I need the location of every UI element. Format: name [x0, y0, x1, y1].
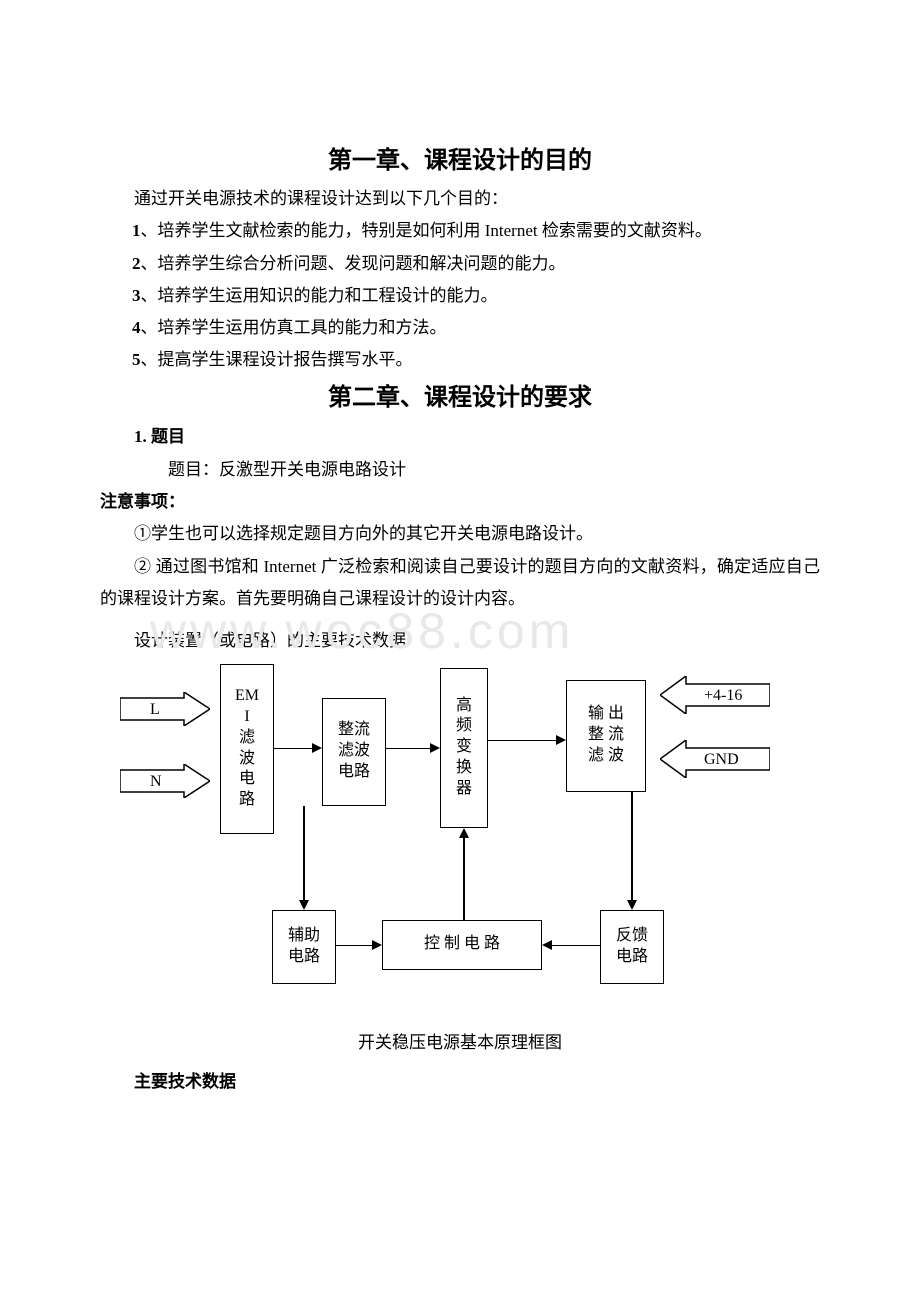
input-n-arrow: N	[120, 764, 210, 798]
node-hf: 高频变换器	[440, 668, 488, 828]
node-rect-label: 整流滤波电路	[338, 720, 370, 782]
chapter2-title: 第二章、课程设计的要求	[100, 377, 820, 412]
tech-intro: 设计装置（或电路）的主要技术数据	[100, 625, 820, 657]
input-l-label: L	[150, 701, 160, 718]
node-ctrl: 控 制 电 路	[382, 920, 542, 970]
ch1-item-2: 2、培养学生综合分析问题、发现问题和解决问题的能力。	[132, 248, 820, 280]
output-plus-arrow: +4-16	[660, 676, 770, 719]
node-out-rect-label: 输 出整 流滤 波	[588, 704, 624, 766]
node-rect: 整流滤波电路	[322, 698, 386, 806]
input-n-label: N	[150, 773, 162, 790]
item-num: 3	[132, 286, 141, 305]
item-text: 、提高学生课程设计报告撰写水平。	[141, 350, 413, 369]
node-fb-label: 反馈电路	[616, 926, 648, 968]
node-hf-label: 高频变换器	[456, 696, 472, 800]
node-aux-label: 辅助电路	[288, 926, 320, 968]
node-emi: EMI滤波电路	[220, 664, 274, 834]
ch1-item-5: 5、提高学生课程设计报告撰写水平。	[132, 344, 820, 376]
output-gnd-arrow: GND	[660, 740, 770, 783]
note2: ② 通过图书馆和 Internet 广泛检索和阅读自己要设计的题目方向的文献资料…	[100, 551, 820, 616]
section1-text: 题目：反激型开关电源电路设计	[100, 454, 820, 486]
node-aux: 辅助电路	[272, 910, 336, 984]
note1: ①学生也可以选择规定题目方向外的其它开关电源电路设计。	[100, 518, 820, 550]
node-fb: 反馈电路	[600, 910, 664, 984]
item-num: 2	[132, 254, 141, 273]
item-num: 1	[132, 221, 141, 240]
node-emi-label: EMI滤波电路	[235, 686, 259, 811]
node-out-rect: 输 出整 流滤 波	[566, 680, 646, 792]
item-num: 4	[132, 318, 141, 337]
output-gnd-label: GND	[704, 751, 739, 768]
item-text: 、培养学生运用仿真工具的能力和方法。	[141, 318, 447, 337]
output-plus-label: +4-16	[704, 687, 742, 704]
chapter1-title: 第一章、课程设计的目的	[100, 140, 820, 175]
item-num: 5	[132, 350, 141, 369]
ch1-item-4: 4、培养学生运用仿真工具的能力和方法。	[132, 312, 820, 344]
note-title: 注意事项：	[100, 486, 820, 518]
node-ctrl-label: 控 制 电 路	[424, 933, 500, 955]
item-text: 、培养学生文献检索的能力，特别是如何利用 Internet 检索需要的文献资料。	[141, 221, 712, 240]
input-l-arrow: L	[120, 692, 210, 726]
ch1-item-3: 3、培养学生运用知识的能力和工程设计的能力。	[132, 280, 820, 312]
item-text: 、培养学生运用知识的能力和工程设计的能力。	[141, 286, 498, 305]
ch1-item-1: 1、培养学生文献检索的能力，特别是如何利用 Internet 检索需要的文献资料…	[132, 215, 820, 247]
diagram-caption: 开关稳压电源基本原理框图	[100, 1028, 820, 1053]
chapter1-intro: 通过开关电源技术的课程设计达到以下几个目的：	[100, 183, 820, 215]
section1-heading: 1. 题目	[100, 420, 820, 454]
tech-data-title: 主要技术数据	[100, 1067, 820, 1092]
item-text: 、培养学生综合分析问题、发现问题和解决问题的能力。	[141, 254, 566, 273]
block-diagram: L N EMI滤波电路 整流滤波电路 高频变换器 输 出整 流滤 波 +4-16…	[100, 664, 820, 1024]
